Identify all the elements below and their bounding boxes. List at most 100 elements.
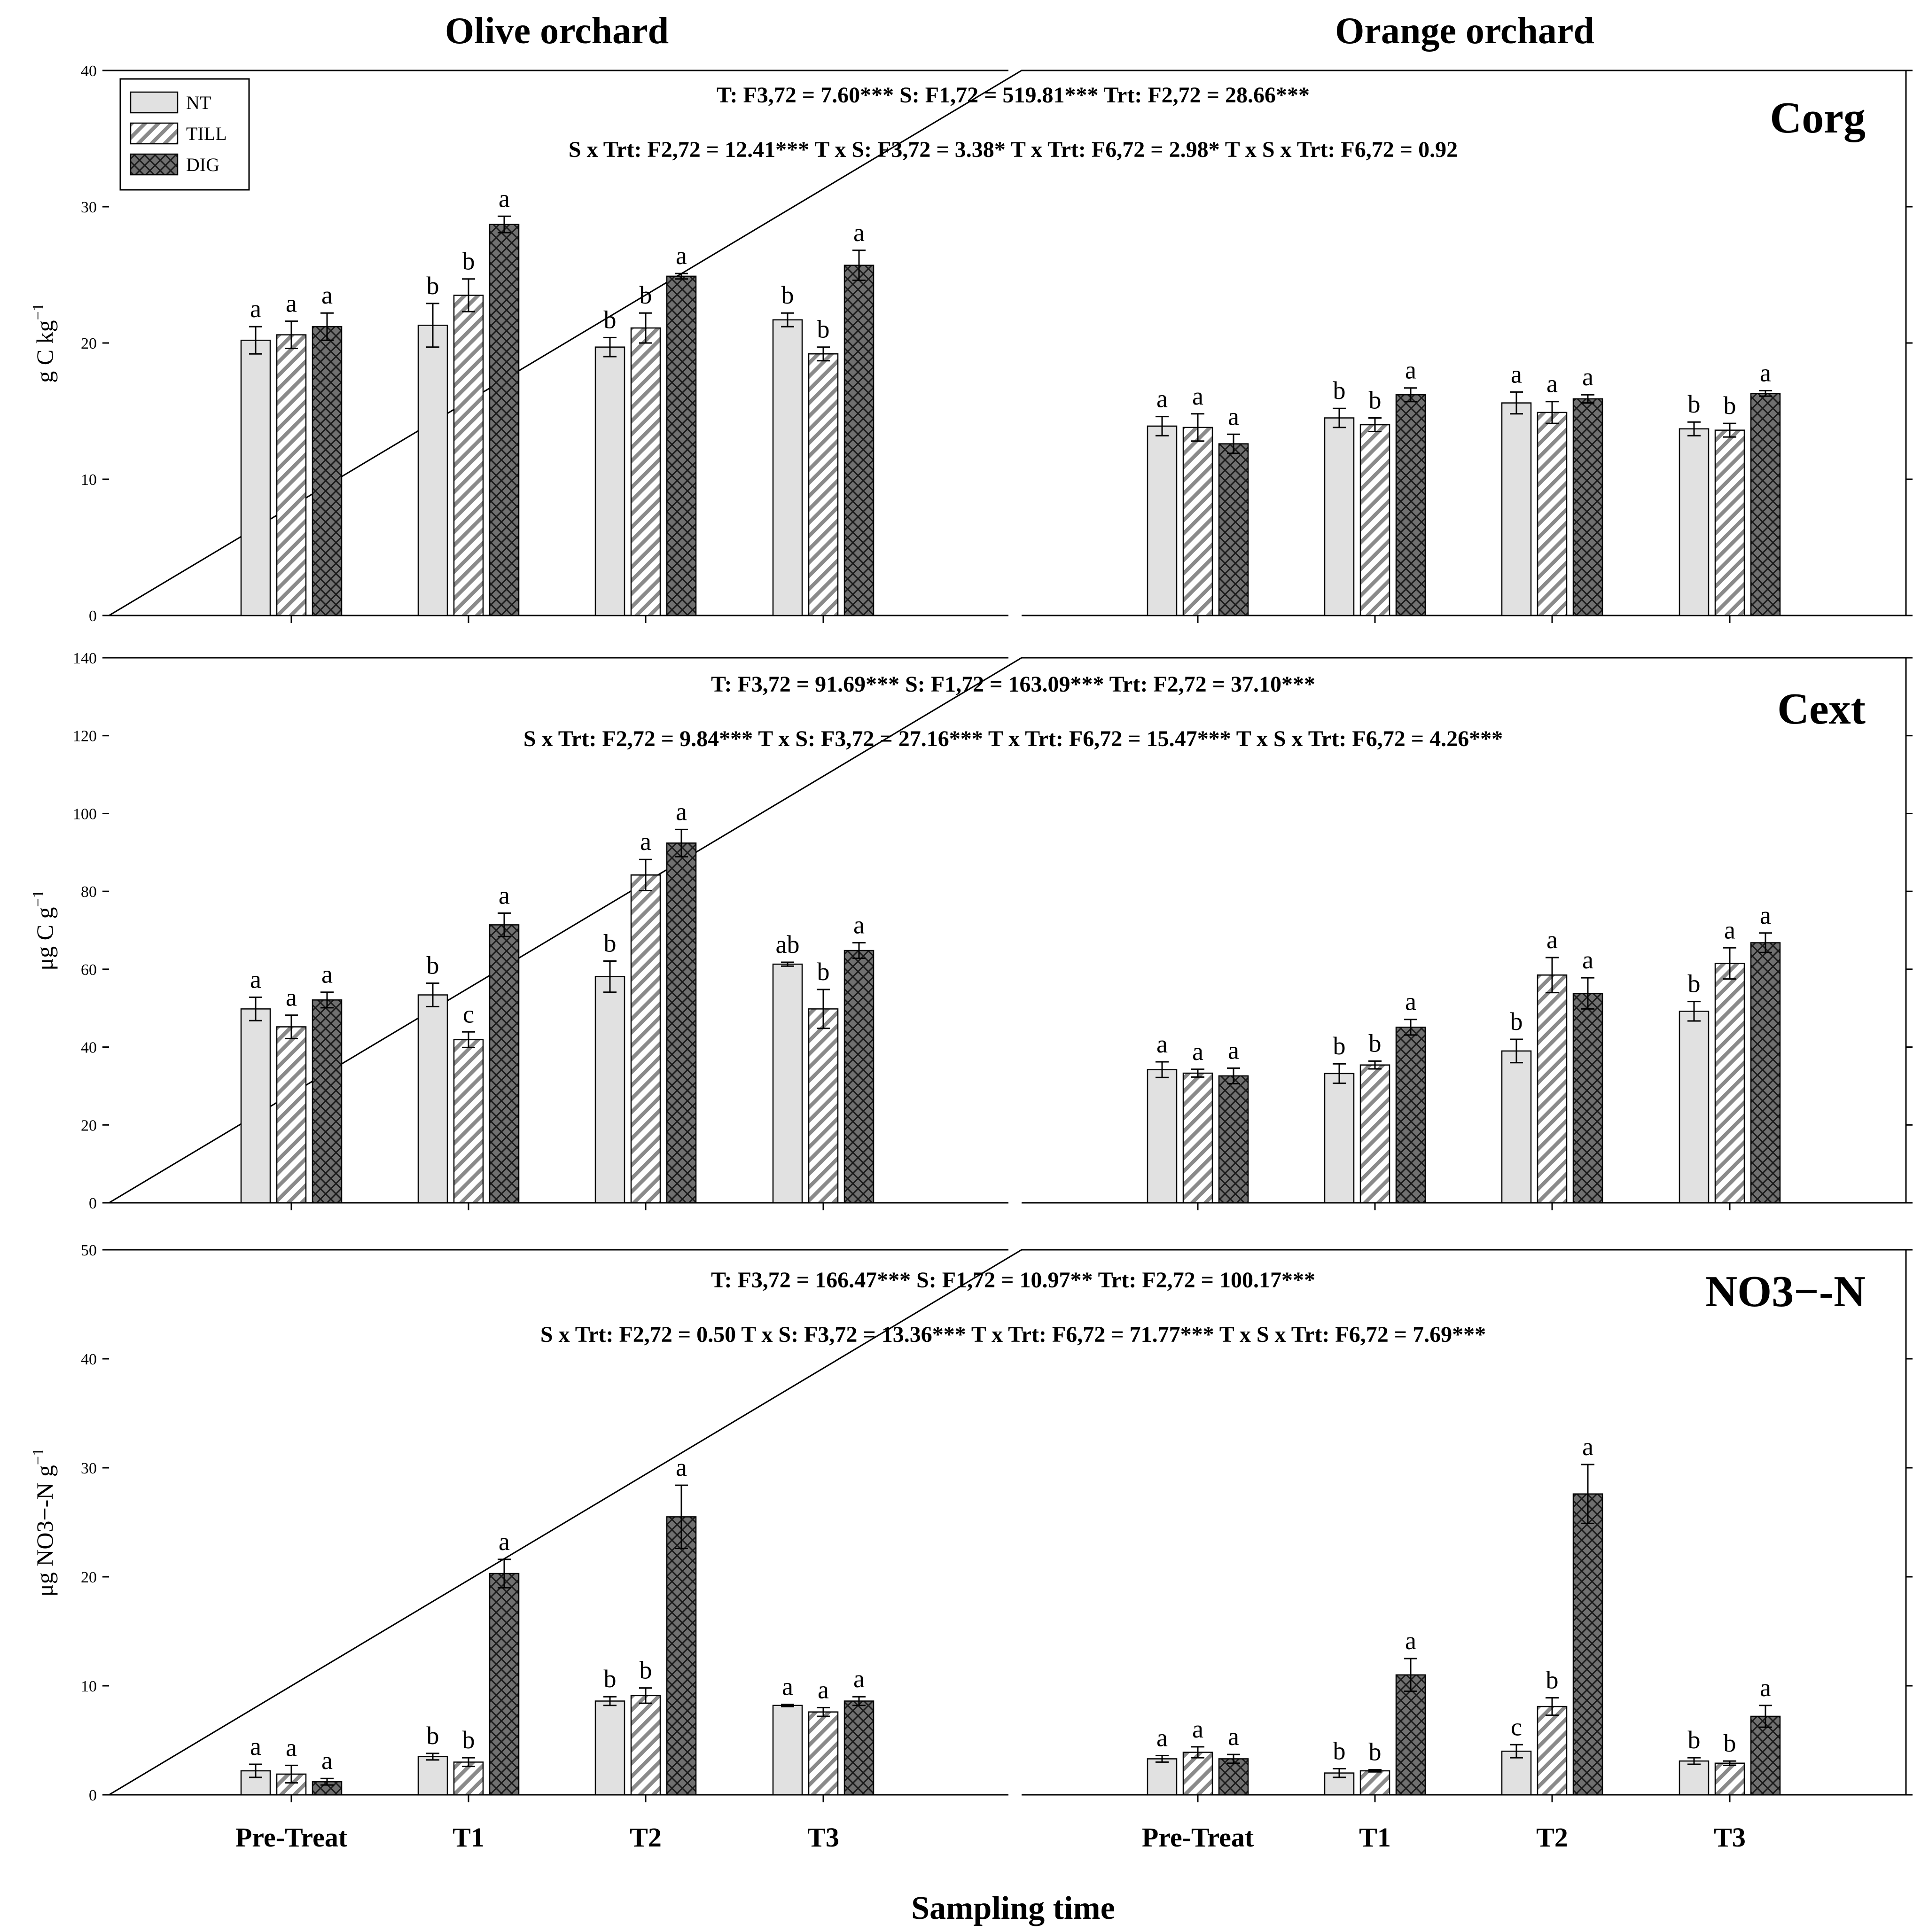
significance-letter: b xyxy=(1724,391,1736,420)
bar-till xyxy=(1182,1752,1213,1796)
bar-till xyxy=(1182,427,1213,616)
significance-letter: b xyxy=(1369,1029,1382,1057)
y-tick-label: 10 xyxy=(81,471,97,489)
significance-letter: a xyxy=(1405,356,1416,384)
stats-line-1: T: F3,72 = 7.60*** S: F1,72 = 519.81*** … xyxy=(717,83,1310,108)
bar-till xyxy=(1537,1706,1568,1796)
bar-till xyxy=(808,1711,839,1796)
y-tick-label: 0 xyxy=(89,608,97,625)
y-tick-label: 0 xyxy=(89,1195,97,1212)
y-tick-label: 50 xyxy=(81,1242,97,1259)
bar-nt xyxy=(1679,1760,1710,1796)
bar-till xyxy=(808,353,839,616)
significance-letter: b xyxy=(640,1656,652,1684)
panel-nitrate: 0 10 20 30 40 50 μg NO3−-N g−1 NO3−-N T: F3,72 =… xyxy=(30,1242,1913,1853)
significance-letter: c xyxy=(463,1000,474,1028)
y-tick-label: 10 xyxy=(81,1678,97,1695)
significance-letter: a xyxy=(1760,359,1771,387)
bar-till xyxy=(630,1695,661,1796)
significance-letter: a xyxy=(286,1733,297,1761)
bar-nt xyxy=(1147,1758,1178,1796)
x-category-label: Pre-Treat xyxy=(1142,1822,1254,1853)
bar-nt xyxy=(1679,428,1710,616)
bar-dig xyxy=(1218,1758,1249,1796)
significance-letter: a xyxy=(1582,363,1593,391)
significance-letter: ab xyxy=(776,930,800,958)
panel-name: NO3−-N xyxy=(1705,1267,1866,1316)
bar-till xyxy=(1182,1072,1213,1204)
bar-dig xyxy=(1395,1027,1426,1204)
significance-letter: a xyxy=(1760,901,1771,929)
y-axis-label-main: g C kg xyxy=(31,320,58,382)
bar-nt xyxy=(772,963,803,1204)
significance-letter: a xyxy=(1156,1723,1168,1752)
significance-letter: a xyxy=(250,966,261,994)
bar-dig xyxy=(1750,1715,1781,1796)
bar-nt xyxy=(417,1756,448,1796)
bar-nt xyxy=(594,1700,625,1796)
significance-letter: a xyxy=(250,1732,261,1761)
significance-letter: a xyxy=(286,983,297,1012)
significance-letter: a xyxy=(782,1672,793,1700)
y-tick-label: 40 xyxy=(81,1351,97,1368)
y-tick-label: 30 xyxy=(81,1460,97,1477)
y-tick-label: 20 xyxy=(81,335,97,352)
bar-nt xyxy=(1679,1011,1710,1204)
bar-dig xyxy=(489,924,520,1204)
significance-letter: b xyxy=(1333,1737,1346,1765)
y-tick-label: 40 xyxy=(81,62,97,80)
panel-cext: 0 20 40 60 80 100 120 140 μg C g−1 Cext T: F3,72 =… xyxy=(30,650,1913,1212)
legend-label-dig: DIG xyxy=(186,154,219,175)
significance-letter: a xyxy=(1228,1722,1239,1751)
y-axis-label: g C kg−1 xyxy=(30,303,58,383)
bar-nt xyxy=(1324,417,1355,616)
significance-letter: a xyxy=(250,295,261,323)
y-tick-label: 40 xyxy=(81,1039,97,1057)
bar-dig xyxy=(666,1516,697,1796)
stats-line-2: S x Trt: F2,72 = 0.50 T x S: F3,72 = 13.… xyxy=(540,1322,1486,1347)
bar-dig xyxy=(1218,443,1249,616)
stats-line-1: T: F3,72 = 91.69*** S: F1,72 = 163.09***… xyxy=(711,672,1315,697)
significance-letter: b xyxy=(427,951,439,980)
bar-till xyxy=(276,1026,307,1204)
bar-till xyxy=(1537,412,1568,616)
significance-letter: a xyxy=(1405,988,1416,1016)
significance-letter: b xyxy=(604,305,617,334)
bar-nt xyxy=(772,319,803,616)
bar-dig xyxy=(1572,398,1603,616)
significance-letter: a xyxy=(1724,916,1735,944)
significance-letter: b xyxy=(1369,386,1382,414)
significance-letter: b xyxy=(462,247,475,275)
significance-letter: b xyxy=(462,1726,475,1754)
significance-letter: a xyxy=(853,911,865,939)
significance-letter: b xyxy=(1333,1032,1346,1060)
bar-till xyxy=(1714,429,1745,616)
y-axis-label-sup: −1 xyxy=(30,303,47,320)
bar-dig xyxy=(489,1573,520,1796)
bar-nt xyxy=(1501,402,1532,616)
significance-letter: a xyxy=(1192,382,1203,410)
significance-letter: a xyxy=(321,281,333,309)
bar-dig xyxy=(312,326,343,616)
significance-letter: b xyxy=(1724,1729,1736,1757)
y-tick-label: 20 xyxy=(81,1569,97,1586)
significance-letter: b xyxy=(427,272,439,300)
y-tick-label: 20 xyxy=(81,1117,97,1134)
bar-nt xyxy=(417,994,448,1204)
bar-dig xyxy=(666,842,697,1204)
significance-letter: a xyxy=(853,218,865,247)
significance-letter: a xyxy=(499,881,510,910)
significance-letter: a xyxy=(499,1527,510,1556)
bar-dig xyxy=(1572,992,1603,1204)
significance-letter: a xyxy=(499,184,510,212)
significance-letter: c xyxy=(1511,1713,1522,1741)
significance-letter: a xyxy=(321,1746,333,1775)
legend-swatch-nt xyxy=(130,91,179,114)
legend-label-nt: NT xyxy=(186,92,211,113)
x-axis-title: Sampling time xyxy=(911,1890,1115,1926)
bar-nt xyxy=(1501,1050,1532,1204)
legend: NT TILL DIG xyxy=(119,78,250,191)
significance-letter: a xyxy=(321,960,333,989)
bar-nt xyxy=(1501,1750,1532,1796)
significance-letter: b xyxy=(781,281,794,309)
